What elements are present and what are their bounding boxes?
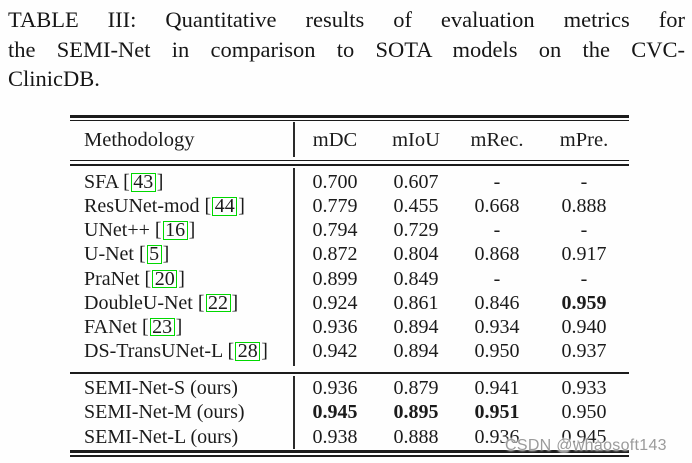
table-caption: TABLE III: Quantitative results of evalu… — [8, 5, 685, 94]
metric-value: 0.846 — [474, 291, 520, 314]
caption-line: the SEMI-Net in comparison to SOTA model… — [8, 36, 685, 62]
metric-value: 0.950 — [561, 401, 607, 424]
metric-value: 0.945 — [312, 401, 358, 424]
metric-value: 0.936 — [312, 376, 358, 399]
method-name: SEMI-Net-L (ours) — [84, 425, 239, 448]
metric-value: - — [580, 267, 588, 290]
method-name: SEMI-Net-S (ours) — [84, 376, 238, 399]
citation-link[interactable]: 43 — [130, 172, 156, 192]
ours-rows-section: SEMI-Net-S (ours) 0.936 0.879 0.941 0.933 SEM… — [70, 376, 629, 450]
table-bottom-rule-inner — [70, 455, 629, 458]
metric-value: 0.933 — [561, 376, 607, 399]
method-name: ResUNet-mod [44] — [84, 195, 245, 218]
column-divider — [293, 167, 295, 366]
metric-value: - — [493, 171, 501, 194]
method-name: U-Net [5] — [84, 243, 170, 266]
sota-rows-section: SFA [43] 0.700 0.607 - - ResUNet-mod [44] 0.77… — [70, 171, 629, 364]
citation-link[interactable]: 16 — [162, 221, 188, 240]
column-divider — [293, 122, 295, 157]
metric-value: 0.804 — [393, 243, 439, 266]
metric-value: 0.934 — [474, 315, 520, 338]
header-separator-rule — [70, 159, 629, 162]
metric-value: - — [580, 219, 588, 242]
metric-value: 0.668 — [474, 195, 520, 218]
table-bottom-rule — [70, 450, 629, 453]
metric-value: 0.888 — [393, 425, 439, 448]
metric-value: 0.868 — [474, 243, 520, 266]
table-row: UNet++ [16] 0.794 0.729 - - — [70, 219, 629, 243]
metric-value: 0.917 — [561, 243, 607, 266]
header-mpre: mPre. — [559, 128, 609, 151]
method-name: DS-TransUNet-L [28] — [84, 340, 268, 363]
metric-value: 0.879 — [393, 376, 439, 399]
metric-value: 0.729 — [393, 219, 439, 242]
caption-line: ClinicDB. — [8, 66, 100, 92]
column-divider — [293, 375, 295, 449]
metric-value: 0.950 — [474, 340, 520, 363]
header-separator-rule-2 — [70, 164, 629, 166]
method-name: SFA [43] — [84, 171, 164, 194]
method-name: SEMI-Net-M (ours) — [84, 401, 245, 424]
metric-value: 0.941 — [474, 376, 520, 399]
metric-value: 0.888 — [561, 195, 607, 218]
citation-link[interactable]: 5 — [146, 245, 162, 264]
method-name: DoubleU-Net [22] — [84, 291, 239, 314]
metric-value: 0.455 — [393, 195, 439, 218]
csdn-watermark: CSDN @whaosoft143 — [505, 437, 667, 454]
citation-link[interactable]: 20 — [152, 269, 178, 288]
citation-link[interactable]: 28 — [235, 341, 261, 361]
table-row: FANet [23] 0.936 0.894 0.934 0.940 — [70, 315, 629, 339]
metric-value: 0.794 — [312, 219, 358, 242]
method-name: FANet [23] — [84, 315, 183, 338]
metric-value: 0.924 — [312, 291, 358, 314]
table-row: SEMI-Net-S (ours) 0.936 0.879 0.941 0.933 — [70, 376, 629, 401]
header-methodology: Methodology — [84, 128, 195, 151]
metric-value: 0.849 — [393, 267, 439, 290]
metric-value: 0.945 — [561, 425, 607, 448]
citation-link[interactable]: 44 — [212, 196, 238, 216]
section-separator-rule — [70, 371, 629, 374]
metric-value: - — [580, 171, 588, 194]
method-name: UNet++ [16] — [84, 219, 196, 242]
table-top-rule-inner — [70, 119, 629, 121]
header-mdc: mDC — [312, 128, 358, 151]
header-mrec: mRec. — [470, 128, 524, 151]
metric-value: 0.951 — [474, 401, 520, 424]
metric-value: 0.861 — [393, 291, 439, 314]
citation-link[interactable]: 23 — [149, 317, 175, 337]
table-row: U-Net [5] 0.872 0.804 0.868 0.917 — [70, 243, 629, 267]
metric-value: 0.607 — [393, 171, 439, 194]
metric-value: 0.779 — [312, 195, 358, 218]
metric-value: 0.894 — [393, 315, 439, 338]
metric-value: 0.937 — [561, 340, 607, 363]
table-row: SEMI-Net-L (ours) 0.938 0.888 0.936 0.945 — [70, 425, 629, 450]
metric-value: 0.938 — [312, 425, 358, 448]
metric-value: 0.936 — [474, 425, 520, 448]
metric-value: - — [493, 219, 501, 242]
table-row: SFA [43] 0.700 0.607 - - — [70, 171, 629, 195]
metric-value: 0.899 — [312, 267, 358, 290]
table-row: ResUNet-mod [44] 0.779 0.455 0.668 0.888 — [70, 195, 629, 219]
table-row: SEMI-Net-M (ours) 0.945 0.895 0.951 0.950 — [70, 401, 629, 426]
caption-line: TABLE III: Quantitative results of evalu… — [8, 7, 685, 32]
metric-value: 0.959 — [561, 291, 607, 314]
metric-value: 0.936 — [312, 315, 358, 338]
table-row: PraNet [20] 0.899 0.849 - - — [70, 267, 629, 291]
metric-value: 0.872 — [312, 243, 358, 266]
table-top-rule — [70, 115, 629, 118]
metric-value: - — [493, 267, 501, 290]
metric-value: 0.895 — [393, 401, 439, 424]
citation-link[interactable]: 22 — [205, 293, 231, 313]
results-table: Methodology mDC mIoU mRec. mPre. SFA [43… — [70, 115, 629, 461]
table-row: DoubleU-Net [22] 0.924 0.861 0.846 0.959 — [70, 291, 629, 315]
table-row: DS-TransUNet-L [28] 0.942 0.894 0.950 0.937 — [70, 339, 629, 363]
metric-value: 0.940 — [561, 315, 607, 338]
table-header-row: Methodology mDC mIoU mRec. mPre. — [70, 123, 629, 157]
metric-value: 0.942 — [312, 340, 358, 363]
method-name: PraNet [20] — [84, 267, 185, 290]
metric-value: 0.894 — [393, 340, 439, 363]
header-miou: mIoU — [392, 128, 440, 151]
metric-value: 0.700 — [312, 171, 358, 194]
